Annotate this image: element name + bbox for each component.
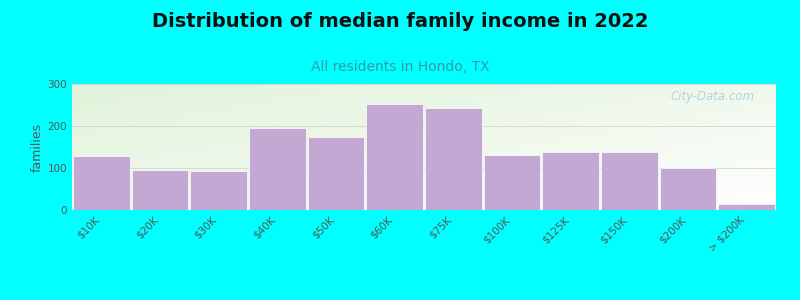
Bar [483, 154, 541, 210]
Bar [718, 204, 775, 210]
Y-axis label: families: families [30, 122, 43, 172]
Bar [73, 156, 130, 210]
Bar [601, 152, 658, 210]
Text: City-Data.com: City-Data.com [670, 90, 755, 103]
Bar [366, 104, 423, 210]
Bar [249, 128, 306, 210]
Bar [425, 108, 482, 210]
Text: Distribution of median family income in 2022: Distribution of median family income in … [152, 12, 648, 31]
Text: All residents in Hondo, TX: All residents in Hondo, TX [310, 60, 490, 74]
Bar [307, 136, 365, 210]
Bar [131, 170, 189, 210]
Bar [659, 168, 717, 210]
Bar [542, 152, 599, 210]
Bar [190, 171, 247, 210]
